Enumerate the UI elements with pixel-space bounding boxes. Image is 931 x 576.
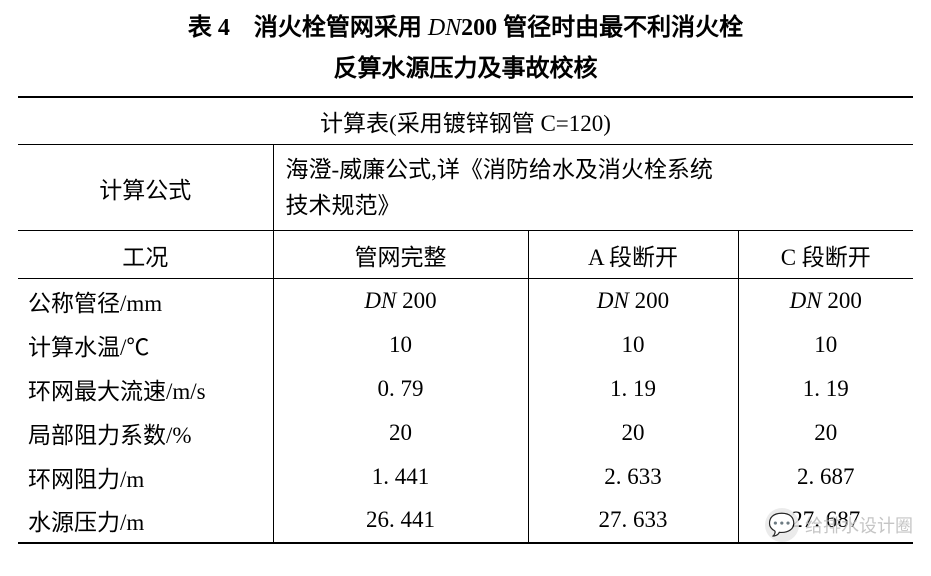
cond-col-2: C 段断开 (738, 231, 913, 279)
table-cell: 20 (528, 411, 738, 455)
table-cell: DN 200 (273, 279, 528, 323)
table-cell: 2. 687 (738, 455, 913, 499)
table-cell: 10 (273, 323, 528, 367)
table-cell: 1. 19 (528, 367, 738, 411)
row-label: 水源压力/m (18, 499, 273, 543)
table-cell: 27. 633 (528, 499, 738, 543)
calc-table: 计算表(采用镀锌钢管 C=120) 计算公式 海澄-威廉公式,详《消防给水及消火… (18, 96, 913, 544)
table-cell: 1. 441 (273, 455, 528, 499)
caption-line2: 反算水源压力及事故校核 (334, 56, 598, 82)
cond-col-0: 管网完整 (273, 231, 528, 279)
table-cell: 10 (738, 323, 913, 367)
table-cell: 0. 79 (273, 367, 528, 411)
table-cell: 27. 687 (738, 499, 913, 543)
table-header1: 计算表(采用镀锌钢管 C=120) (18, 97, 913, 145)
table-cell: DN 200 (528, 279, 738, 323)
table-caption: 表 4 消火栓管网采用 DN200 管径时由最不利消火栓 反算水源压力及事故校核 (18, 8, 913, 90)
table-cell: 20 (738, 411, 913, 455)
formula-label: 计算公式 (18, 145, 273, 231)
cond-label: 工况 (18, 231, 273, 279)
table-cell: 10 (528, 323, 738, 367)
row-label: 公称管径/mm (18, 279, 273, 323)
formula-text: 海澄-威廉公式,详《消防给水及消火栓系统 技术规范》 (273, 145, 913, 231)
row-label: 计算水温/℃ (18, 323, 273, 367)
table-cell: 2. 633 (528, 455, 738, 499)
cond-col-1: A 段断开 (528, 231, 738, 279)
table-cell: 20 (273, 411, 528, 455)
table-cell: 26. 441 (273, 499, 528, 543)
table-cell: DN 200 (738, 279, 913, 323)
row-label: 局部阻力系数/% (18, 411, 273, 455)
caption-line1: 表 4 消火栓管网采用 DN200 管径时由最不利消火栓 (188, 15, 743, 41)
row-label: 环网最大流速/m/s (18, 367, 273, 411)
table-cell: 1. 19 (738, 367, 913, 411)
row-label: 环网阻力/m (18, 455, 273, 499)
